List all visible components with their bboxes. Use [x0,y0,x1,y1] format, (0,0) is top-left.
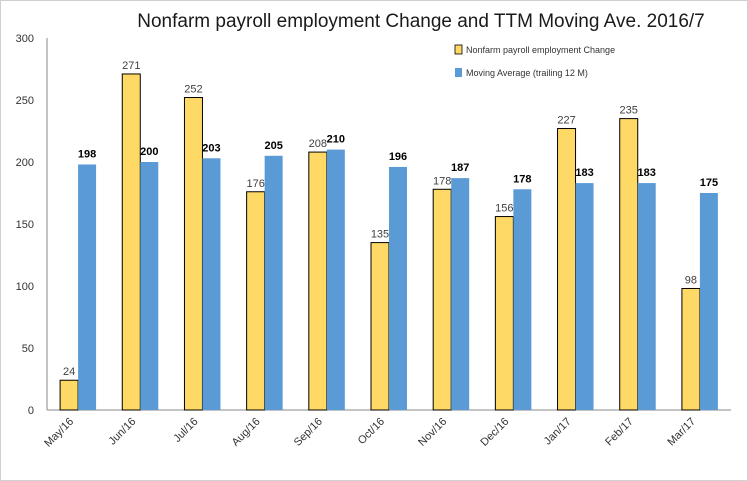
x-tick-label: Jan/17 [542,416,574,448]
bar-payroll-change [494,216,514,411]
y-tick-label: 0 [28,405,34,417]
x-tick-label: Sep/16 [292,416,325,449]
data-label-moving-average: 183 [638,167,656,179]
data-label-payroll-change: 98 [685,274,697,286]
bar-payroll-change [246,191,266,411]
bar-moving-average [264,155,283,410]
bar-payroll-change [619,118,639,411]
data-label-payroll-change: 156 [495,203,513,215]
bar-moving-average [513,189,532,410]
data-label-payroll-change: 227 [557,115,575,127]
x-tick-label: Jul/16 [171,416,200,445]
data-label-moving-average: 210 [327,134,345,146]
data-label-payroll-change: 24 [63,366,75,378]
data-label-payroll-change: 208 [309,138,327,150]
x-tick-label: Nov/16 [416,416,449,449]
x-axis: May/16 Jun/16 Jul/16 Aug/16 Sep/16 Oct/16 Nov/… [42,409,731,450]
x-tick-label: Aug/16 [230,416,263,449]
legend-swatch [454,44,463,55]
y-axis: 0 50 100 150 200 250 300 [16,33,48,417]
x-tick-label: Mar/17 [665,416,698,449]
x-tick-label: Oct/16 [356,416,387,447]
data-label-moving-average: 205 [264,140,282,152]
y-tick-label: 300 [16,33,34,45]
data-label-moving-average: 196 [389,151,407,163]
bar-moving-average [202,158,221,410]
bar-moving-average [699,193,718,410]
data-label-payroll-change: 135 [371,229,389,241]
bar-moving-average [78,164,97,410]
data-label-payroll-change: 252 [184,84,202,96]
x-tick-label: Jun/16 [107,416,139,448]
data-label-moving-average: 203 [202,142,220,154]
legend: Nonfarm payroll employment Change Moving … [454,44,615,78]
x-tick-label: May/16 [42,416,76,450]
bar-payroll-change [308,151,328,411]
legend-label: Nonfarm payroll employment Change [466,45,615,55]
y-tick-label: 50 [22,343,34,355]
data-label-moving-average: 178 [513,173,531,185]
data-label-payroll-change: 235 [620,105,638,117]
bar-payroll-change [557,128,577,411]
data-label-moving-average: 183 [575,167,593,179]
bar-moving-average [451,178,470,410]
data-label-moving-average: 175 [700,177,718,189]
bar-payroll-change [121,73,141,411]
y-tick-label: 100 [16,281,34,293]
bar-payroll-change [432,188,452,411]
bar-moving-average [637,183,656,410]
bar-moving-average [326,149,345,410]
data-label-payroll-change: 176 [246,178,264,190]
data-label-payroll-change: 271 [122,60,140,72]
y-tick-label: 150 [16,219,34,231]
bar-payroll-change [59,379,79,411]
bar-payroll-change [370,242,390,411]
data-label-moving-average: 198 [78,148,96,160]
bar-payroll-change [183,97,203,411]
bar-payroll-change [681,287,701,411]
data-label-moving-average: 200 [140,146,158,158]
bar-moving-average [140,162,159,410]
x-tick-label: Feb/17 [603,416,636,449]
x-tick-label: Dec/16 [478,416,511,449]
chart-title: Nonfarm payroll employment Change and TT… [137,11,705,32]
data-label-payroll-change: 178 [433,175,451,187]
legend-label: Moving Average (trailing 12 M) [466,68,588,78]
bar-moving-average [575,183,594,410]
bar-moving-average [389,166,407,410]
legend-swatch [455,68,462,77]
data-label-moving-average: 187 [451,162,469,174]
y-tick-label: 200 [16,157,34,169]
y-tick-label: 250 [16,95,34,107]
